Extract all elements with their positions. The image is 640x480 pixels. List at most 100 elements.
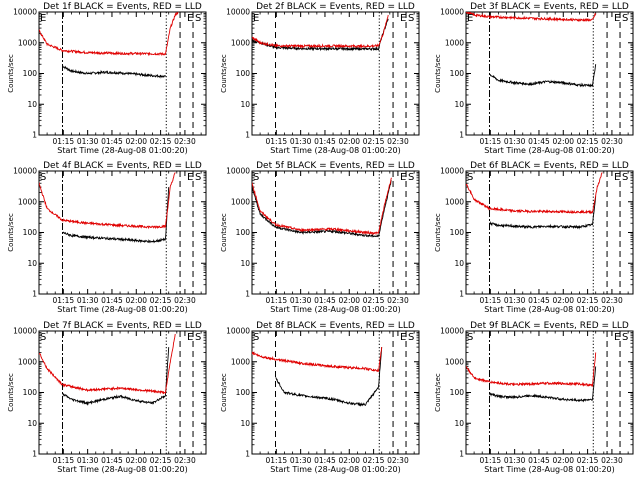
x-tick-label: 02:30 xyxy=(601,456,623,465)
segment-marker: S xyxy=(467,172,473,183)
y-tick-label: 10000 xyxy=(226,327,250,336)
panel-title: Det 1f BLACK = Events, RED = LLD xyxy=(43,2,202,12)
segment-marker: E xyxy=(467,13,473,24)
y-tick-label: 10 xyxy=(454,419,464,428)
y-tick-label: 1 xyxy=(459,450,464,459)
x-tick-label: 01:45 xyxy=(528,456,550,465)
x-tick-label: 01:45 xyxy=(314,137,336,146)
y-tick-label: 1000 xyxy=(445,357,464,366)
detector-panel-9: Det 9f BLACK = Events, RED = LLD 1 10 100 10… xyxy=(434,321,634,474)
y-tick-label: 10000 xyxy=(226,167,250,176)
y-tick-label: 10 xyxy=(27,259,37,268)
segment-marker: E xyxy=(40,13,46,24)
y-axis-label: Counts/sec xyxy=(7,213,15,252)
events-series xyxy=(252,180,392,238)
detector-panel-3: Det 3f BLACK = Events, RED = LLD 1 10 100 10… xyxy=(434,2,634,155)
y-tick-label: 100 xyxy=(450,388,465,397)
segment-marker: S xyxy=(195,172,201,183)
x-tick-label: 02:00 xyxy=(125,296,147,305)
y-tick-label: 1000 xyxy=(231,38,250,47)
segment-marker: E xyxy=(400,172,406,183)
segment-marker: S xyxy=(195,13,201,24)
panel-title: Det 9f BLACK = Events, RED = LLD xyxy=(470,321,629,331)
x-tick-label: 01:30 xyxy=(290,456,312,465)
y-tick-label: 100 xyxy=(450,228,465,237)
x-tick-label: 02:30 xyxy=(174,137,196,146)
x-tick-label: 02:15 xyxy=(363,296,385,305)
x-axis-label: Start Time (28-Aug-08 01:00:20) xyxy=(57,305,188,314)
y-tick-label: 10000 xyxy=(440,167,464,176)
events-series xyxy=(489,64,597,88)
x-axis-label: Start Time (28-Aug-08 01:00:20) xyxy=(484,305,615,314)
x-tick-label: 02:15 xyxy=(363,137,385,146)
lld-series xyxy=(252,347,383,373)
y-axis-label: Counts/sec xyxy=(220,54,228,93)
x-tick-label: 02:30 xyxy=(601,137,623,146)
lld-series xyxy=(466,172,603,215)
y-tick-label: 100 xyxy=(236,69,251,78)
lld-series xyxy=(466,12,597,23)
y-tick-label: 10 xyxy=(27,100,37,109)
y-tick-label: 1 xyxy=(459,290,464,299)
segment-marker: S xyxy=(408,332,414,343)
x-tick-label: 01:30 xyxy=(290,296,312,305)
y-tick-label: 10000 xyxy=(13,167,37,176)
segment-marker: S xyxy=(408,172,414,183)
x-tick-label: 02:00 xyxy=(338,296,360,305)
y-axis-label: Counts/sec xyxy=(220,373,228,412)
x-tick-label: 02:00 xyxy=(125,137,147,146)
events-series xyxy=(252,18,389,52)
x-axis-label: Start Time (28-Aug-08 01:00:20) xyxy=(57,146,188,155)
x-tick-label: 02:30 xyxy=(174,456,196,465)
y-tick-label: 100 xyxy=(236,388,251,397)
detector-panel-1: Det 1f BLACK = Events, RED = LLD 1 10 100 10… xyxy=(7,2,207,155)
x-tick-label: 02:15 xyxy=(577,137,599,146)
x-tick-label: 02:30 xyxy=(387,456,409,465)
lld-series xyxy=(39,172,176,230)
x-tick-label: 01:30 xyxy=(504,456,526,465)
y-axis-label: Counts/sec xyxy=(7,373,15,412)
y-tick-label: 1000 xyxy=(18,197,37,206)
x-tick-label: 01:45 xyxy=(314,296,336,305)
events-series xyxy=(489,196,597,230)
segment-marker: E xyxy=(614,13,620,24)
x-tick-label: 02:30 xyxy=(387,137,409,146)
x-tick-label: 02:15 xyxy=(150,456,172,465)
y-tick-label: 1000 xyxy=(231,357,250,366)
x-tick-label: 01:15 xyxy=(480,456,502,465)
y-tick-label: 100 xyxy=(23,69,38,78)
x-axis-label: Start Time (28-Aug-08 01:00:20) xyxy=(270,465,401,474)
x-tick-label: 02:15 xyxy=(577,456,599,465)
y-tick-label: 10000 xyxy=(440,327,464,336)
panel-title: Det 7f BLACK = Events, RED = LLD xyxy=(43,321,202,331)
y-tick-label: 10000 xyxy=(13,327,37,336)
y-tick-label: 1000 xyxy=(445,197,464,206)
detector-panel-4: Det 4f BLACK = Events, RED = LLD 1 10 100 10… xyxy=(7,161,207,314)
y-tick-label: 1000 xyxy=(18,357,37,366)
x-tick-label: 01:30 xyxy=(504,137,526,146)
y-tick-label: 10000 xyxy=(226,8,250,17)
y-axis-label: Counts/sec xyxy=(434,213,442,252)
plot-frame xyxy=(38,330,207,455)
segment-marker: S xyxy=(622,332,628,343)
lld-series xyxy=(252,14,389,49)
segment-marker: S xyxy=(622,13,628,24)
x-tick-label: 01:30 xyxy=(77,296,99,305)
segment-marker: E xyxy=(253,13,259,24)
y-axis-label: Counts/sec xyxy=(434,54,442,93)
y-tick-label: 1 xyxy=(459,131,464,140)
y-tick-label: 100 xyxy=(236,228,251,237)
plot-frame xyxy=(465,330,634,455)
plot-frame xyxy=(465,11,634,136)
x-axis-label: Start Time (28-Aug-08 01:00:20) xyxy=(484,146,615,155)
segment-marker: S xyxy=(467,332,473,343)
y-tick-label: 1 xyxy=(32,131,37,140)
y-tick-label: 100 xyxy=(23,228,38,237)
y-tick-label: 100 xyxy=(450,69,465,78)
x-tick-label: 01:15 xyxy=(266,296,288,305)
x-tick-label: 02:00 xyxy=(125,456,147,465)
detector-panel-7: Det 7f BLACK = Events, RED = LLD 1 10 100 10… xyxy=(7,321,207,474)
y-tick-label: 10000 xyxy=(13,8,37,17)
y-tick-label: 10 xyxy=(240,100,250,109)
